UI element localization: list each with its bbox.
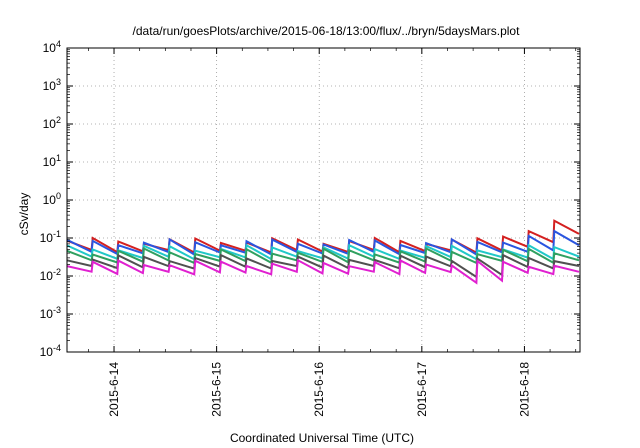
x-axis: 2015-6-14 2015-6-15 2015-6-16 2015-6-17 2015…	[88, 48, 577, 417]
y-tick-label: 100	[43, 191, 61, 207]
y-tick-label: 103	[43, 77, 61, 93]
x-tick-label: 2015-6-16	[312, 362, 326, 417]
y-tick-label: 104	[43, 39, 61, 55]
y-tick-label: 10-4	[40, 343, 61, 359]
x-tick-label: 2015-6-14	[107, 362, 121, 417]
x-tick-label: 2015-6-15	[210, 362, 224, 417]
y-tick-label: 10-1	[40, 229, 61, 245]
x-axis-label: Coordinated Universal Time (UTC)	[230, 431, 414, 445]
y-tick-label: 10-3	[40, 305, 61, 321]
x-tick-label: 2015-6-18	[517, 362, 531, 417]
y-axis-label: cSv/day	[17, 193, 31, 236]
series-line	[66, 253, 580, 279]
series-line	[66, 258, 580, 285]
y-tick-label: 101	[43, 153, 61, 169]
chart-title: /data/run/goesPlots/archive/2015-06-18/1…	[133, 24, 521, 38]
y-axis: 10-4 10-3 10-2 10-1 100 101 102 103 104	[40, 39, 580, 359]
grid-lines	[67, 48, 580, 352]
series-lines	[66, 219, 580, 285]
y-tick-label: 10-2	[40, 267, 61, 283]
x-tick-label: 2015-6-17	[415, 362, 429, 417]
y-tick-label: 102	[43, 115, 61, 131]
